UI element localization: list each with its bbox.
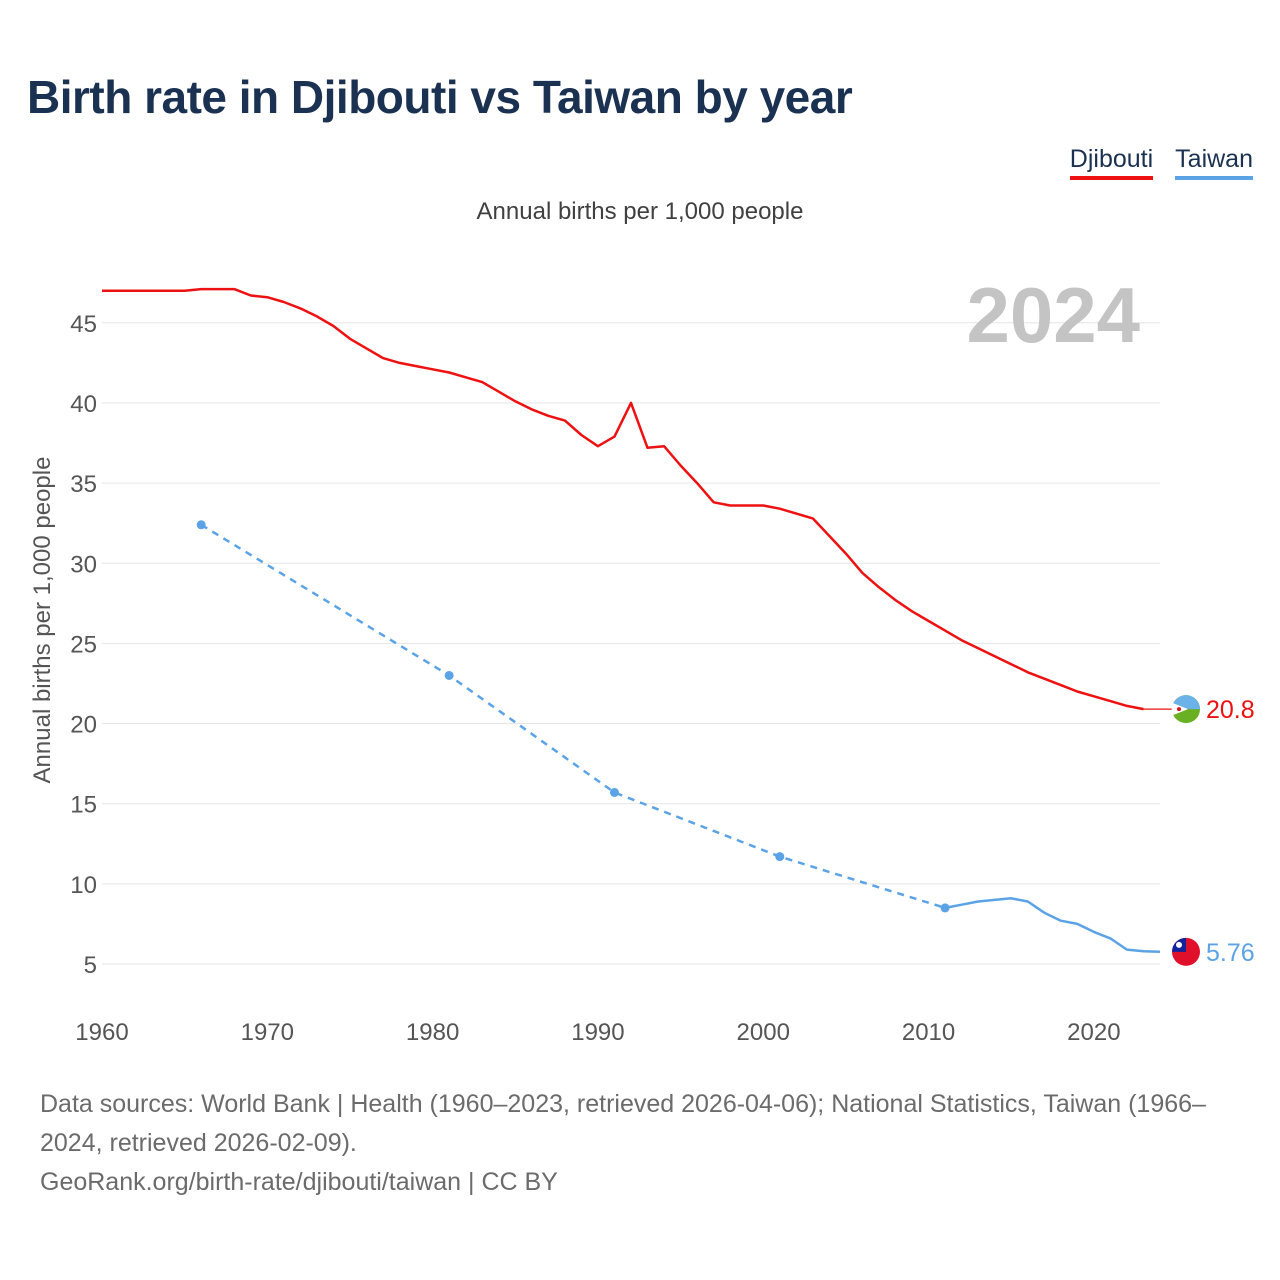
- x-tick-label: 2010: [902, 1019, 955, 1046]
- data-sources: Data sources: World Bank | Health (1960–…: [40, 1090, 1206, 1157]
- y-tick-label: 45: [70, 311, 97, 338]
- y-tick-label: 30: [70, 551, 97, 578]
- y-tick-label: 10: [70, 872, 97, 899]
- legend-item-taiwan[interactable]: Taiwan: [1175, 145, 1253, 180]
- series-line-taiwan: [944, 897, 1161, 954]
- taiwan-data-point[interactable]: [609, 787, 619, 797]
- legend: Djibouti Taiwan: [1069, 145, 1253, 180]
- x-tick-label: 2000: [737, 1019, 790, 1046]
- x-tick-label: 1970: [241, 1019, 294, 1046]
- y-axis-label: Annual births per 1,000 people: [29, 457, 56, 784]
- x-axis-ticks: 1960 1970 1980 1990 2000 2010 2020: [75, 1019, 1120, 1046]
- y-tick-label: 35: [70, 471, 97, 498]
- line-chart: 5 10 15 20 25 30 35 40 45 1960 1970 1980 1990 2000 20…: [29, 271, 1255, 1046]
- end-markers: 20.8 5.76: [1171, 695, 1255, 967]
- taiwan-data-point[interactable]: [444, 670, 454, 680]
- x-tick-label: 1990: [571, 1019, 624, 1046]
- series-line-taiwan-sparse: [200, 523, 946, 910]
- chart-subtitle: Annual births per 1,000 people: [476, 198, 804, 225]
- chart-title: Birth rate in Djibouti vs Taiwan by year: [27, 71, 853, 123]
- series-layer: [102, 287, 1175, 954]
- grid-lines: [102, 322, 1160, 965]
- taiwan-flag-icon: [1172, 937, 1200, 966]
- series-line-djibouti: [102, 287, 1144, 711]
- year-label: 2024: [966, 271, 1140, 359]
- y-tick-label: 40: [70, 391, 97, 418]
- legend-item-djibouti[interactable]: Djibouti: [1069, 145, 1154, 180]
- y-tick-label: 25: [70, 631, 97, 658]
- y-tick-label: 15: [70, 792, 97, 819]
- taiwan-data-point[interactable]: [775, 852, 785, 862]
- x-tick-label: 1960: [75, 1019, 128, 1046]
- taiwan-end-value: 5.76: [1206, 939, 1255, 967]
- footer: Data sources: World Bank | Health (1960–…: [40, 1085, 1250, 1202]
- x-tick-label: 1980: [406, 1019, 459, 1046]
- x-tick-label: 2020: [1067, 1019, 1120, 1046]
- djibouti-flag-icon: [1171, 695, 1200, 724]
- taiwan-data-point[interactable]: [940, 903, 950, 913]
- y-axis-ticks: 5 10 15 20 25 30 35 40 45: [70, 311, 97, 979]
- y-tick-label: 5: [84, 952, 97, 979]
- taiwan-data-point[interactable]: [196, 520, 206, 530]
- credit-link[interactable]: GeoRank.org/birth-rate/djibouti/taiwan |…: [40, 1168, 558, 1196]
- djibouti-end-value: 20.8: [1206, 696, 1255, 724]
- y-tick-label: 20: [70, 712, 97, 739]
